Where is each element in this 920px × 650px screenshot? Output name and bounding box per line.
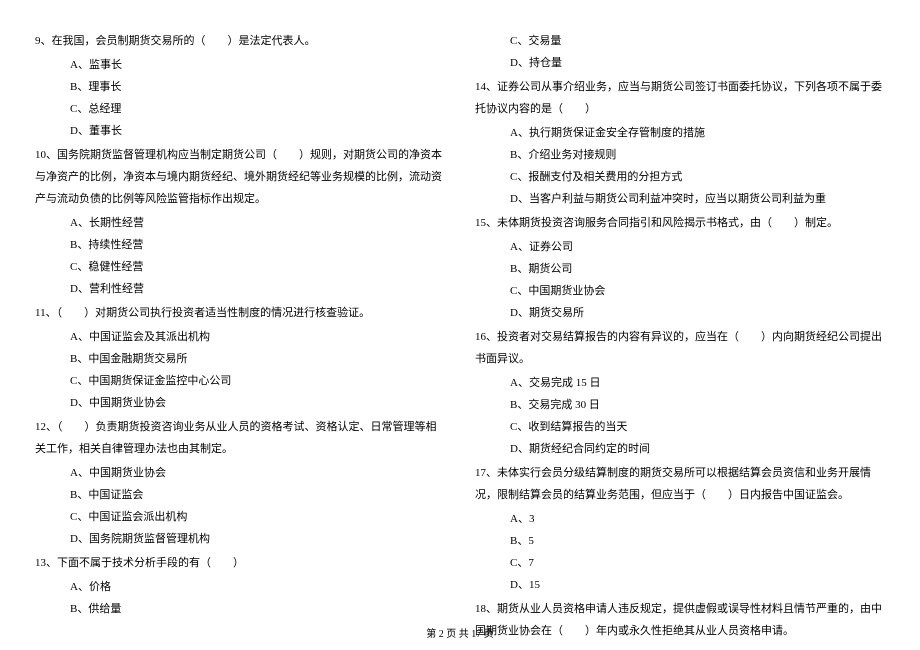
left-column: 9、在我国，会员制期货交易所的（ ）是法定代表人。 A、监事长 B、理事长 C、… [35, 30, 445, 610]
option: B、期货公司 [475, 258, 885, 280]
option: B、持续性经营 [35, 234, 445, 256]
option: B、中国金融期货交易所 [35, 348, 445, 370]
question-text: 11、（ ）对期货公司执行投资者适当性制度的情况进行核查验证。 [35, 302, 445, 324]
option: A、监事长 [35, 54, 445, 76]
option: D、持仓量 [475, 52, 885, 74]
option: A、长期性经营 [35, 212, 445, 234]
option: C、报酬支付及相关费用的分担方式 [475, 166, 885, 188]
option: D、营利性经营 [35, 278, 445, 300]
option: D、中国期货业协会 [35, 392, 445, 414]
option: D、15 [475, 574, 885, 596]
option: B、理事长 [35, 76, 445, 98]
question-text: 16、投资者对交易结算报告的内容有异议的，应当在（ ）内向期货经纪公司提出书面异… [475, 326, 885, 370]
option: D、当客户利益与期货公司利益冲突时，应当以期货公司利益为重 [475, 188, 885, 210]
option: C、交易量 [475, 30, 885, 52]
option: A、证券公司 [475, 236, 885, 258]
question-text: 15、未体期货投资咨询服务合同指引和风险揭示书格式，由（ ）制定。 [475, 212, 885, 234]
question-9: 9、在我国，会员制期货交易所的（ ）是法定代表人。 A、监事长 B、理事长 C、… [35, 30, 445, 142]
option: C、中国证监会派出机构 [35, 506, 445, 528]
option: B、中国证监会 [35, 484, 445, 506]
page-container: 9、在我国，会员制期货交易所的（ ）是法定代表人。 A、监事长 B、理事长 C、… [35, 30, 885, 610]
option: C、7 [475, 552, 885, 574]
question-11: 11、（ ）对期货公司执行投资者适当性制度的情况进行核查验证。 A、中国证监会及… [35, 302, 445, 414]
option: A、交易完成 15 日 [475, 372, 885, 394]
question-14: 14、证券公司从事介绍业务，应当与期货公司签订书面委托协议，下列各项不属于委托协… [475, 76, 885, 210]
question-text: 17、未体实行会员分级结算制度的期货交易所可以根据结算会员资信和业务开展情况，限… [475, 462, 885, 506]
option: C、稳健性经营 [35, 256, 445, 278]
option: D、期货经纪合同约定的时间 [475, 438, 885, 460]
question-text: 10、国务院期货监督管理机构应当制定期货公司（ ）规则，对期货公司的净资本与净资… [35, 144, 445, 210]
question-16: 16、投资者对交易结算报告的内容有异议的，应当在（ ）内向期货经纪公司提出书面异… [475, 326, 885, 460]
question-10: 10、国务院期货监督管理机构应当制定期货公司（ ）规则，对期货公司的净资本与净资… [35, 144, 445, 300]
option: C、中国期货保证金监控中心公司 [35, 370, 445, 392]
option: A、执行期货保证金安全存管制度的措施 [475, 122, 885, 144]
question-12: 12、（ ）负责期货投资咨询业务从业人员的资格考试、资格认定、日常管理等相关工作… [35, 416, 445, 550]
question-13-cont: C、交易量 D、持仓量 [475, 30, 885, 74]
option: C、收到结算报告的当天 [475, 416, 885, 438]
option: A、价格 [35, 576, 445, 598]
question-text: 12、（ ）负责期货投资咨询业务从业人员的资格考试、资格认定、日常管理等相关工作… [35, 416, 445, 460]
option: D、期货交易所 [475, 302, 885, 324]
option: C、中国期货业协会 [475, 280, 885, 302]
option: D、董事长 [35, 120, 445, 142]
right-column: C、交易量 D、持仓量 14、证券公司从事介绍业务，应当与期货公司签订书面委托协… [475, 30, 885, 610]
option: A、中国证监会及其派出机构 [35, 326, 445, 348]
question-17: 17、未体实行会员分级结算制度的期货交易所可以根据结算会员资信和业务开展情况，限… [475, 462, 885, 596]
option: B、介绍业务对接规则 [475, 144, 885, 166]
question-15: 15、未体期货投资咨询服务合同指引和风险揭示书格式，由（ ）制定。 A、证券公司… [475, 212, 885, 324]
option: A、中国期货业协会 [35, 462, 445, 484]
option: A、3 [475, 508, 885, 530]
question-text: 9、在我国，会员制期货交易所的（ ）是法定代表人。 [35, 30, 445, 52]
page-footer: 第 2 页 共 17 页 [0, 625, 920, 640]
option: B、5 [475, 530, 885, 552]
option: B、交易完成 30 日 [475, 394, 885, 416]
option: C、总经理 [35, 98, 445, 120]
question-13: 13、下面不属于技术分析手段的有（ ） A、价格 B、供给量 [35, 552, 445, 620]
option: D、国务院期货监督管理机构 [35, 528, 445, 550]
option: B、供给量 [35, 598, 445, 620]
question-text: 14、证券公司从事介绍业务，应当与期货公司签订书面委托协议，下列各项不属于委托协… [475, 76, 885, 120]
question-text: 13、下面不属于技术分析手段的有（ ） [35, 552, 445, 574]
